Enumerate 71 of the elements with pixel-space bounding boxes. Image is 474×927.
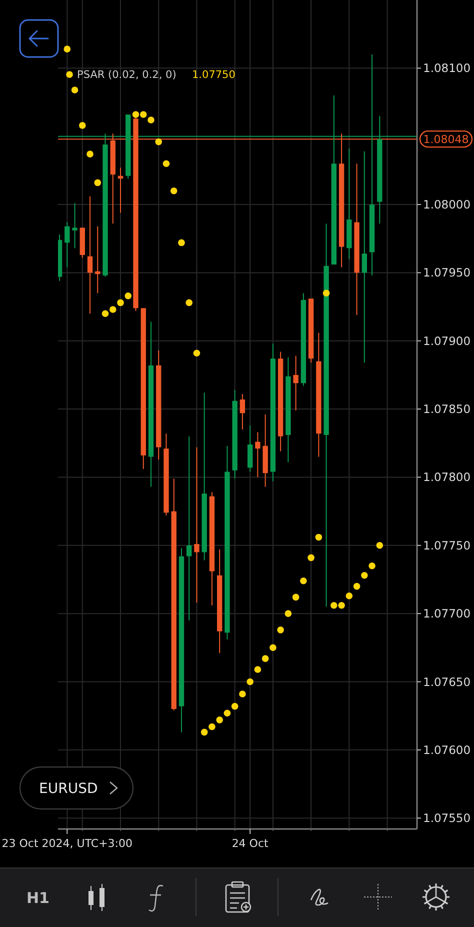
point: [353, 582, 360, 590]
point: [193, 350, 200, 357]
candlestick: [255, 432, 260, 478]
point: [78, 122, 86, 129]
candlestick: [362, 150, 367, 364]
x-tick-label: 23 Oct 2024, UTC+3:00: [2, 837, 133, 850]
y-tick-label: 1.08000: [423, 198, 471, 212]
point: [239, 690, 246, 698]
y-tick-label: 1.07600: [423, 742, 471, 757]
point: [254, 666, 262, 673]
y-tick-label: 1.07900: [423, 334, 471, 348]
point: [346, 592, 353, 600]
point: [368, 562, 376, 570]
annotation: EURUSD: [39, 781, 98, 797]
y-tick-label: 1.07950: [423, 266, 471, 280]
point: [148, 116, 154, 124]
y-tick-label: 1.07550: [423, 811, 471, 826]
point: [224, 710, 231, 717]
text: H1: [26, 889, 50, 907]
point: [109, 306, 116, 313]
point: [200, 728, 208, 736]
point: [71, 86, 78, 94]
y-tick-label: 1.07850: [423, 402, 471, 416]
point: [132, 111, 140, 118]
point: [64, 46, 71, 52]
ref-line-label: 1.08048: [423, 132, 469, 146]
point: [338, 602, 345, 609]
point: [155, 138, 162, 146]
candlestick: [194, 446, 200, 604]
point: [124, 292, 132, 300]
candlestick: [64, 222, 70, 268]
point: [277, 626, 284, 634]
point: [102, 310, 109, 317]
y-tick-label: 1.07750: [423, 538, 471, 552]
point: [308, 554, 314, 562]
y-tick-label: 1.07700: [423, 606, 471, 621]
point: [216, 716, 223, 724]
point: [262, 655, 269, 662]
y-tick-label: 1.08100: [423, 61, 471, 76]
point: [270, 644, 276, 652]
point: [300, 577, 307, 584]
point: [376, 542, 384, 549]
point: [178, 239, 185, 246]
point: [292, 594, 300, 601]
point: [361, 572, 368, 579]
candlestick: [72, 202, 78, 249]
symbol-button: EURUSD: [19, 766, 134, 810]
point: [170, 187, 178, 194]
y-tick-label: 1.07650: [423, 674, 471, 689]
point: [322, 290, 330, 297]
legend-label: PSAR (0.02, 0.2, 0): [77, 69, 176, 81]
candlestick: [186, 436, 192, 621]
point: [246, 678, 254, 686]
point: [86, 150, 94, 158]
x-tick-label: 24 Oct: [232, 837, 270, 850]
point: [140, 111, 147, 118]
point: [186, 299, 192, 306]
point: [94, 179, 102, 186]
point: [162, 160, 170, 168]
point: [117, 299, 124, 306]
candlestick: [87, 196, 93, 314]
candlestick: [293, 355, 298, 411]
point: [208, 723, 216, 730]
point: [231, 702, 238, 710]
point: [315, 534, 322, 541]
annotation: 1.07750: [192, 69, 236, 81]
candlestick: [240, 394, 246, 430]
candlestick: [247, 424, 253, 472]
point: [284, 610, 292, 617]
y-tick-label: 1.07800: [423, 470, 471, 484]
point: [330, 602, 338, 609]
